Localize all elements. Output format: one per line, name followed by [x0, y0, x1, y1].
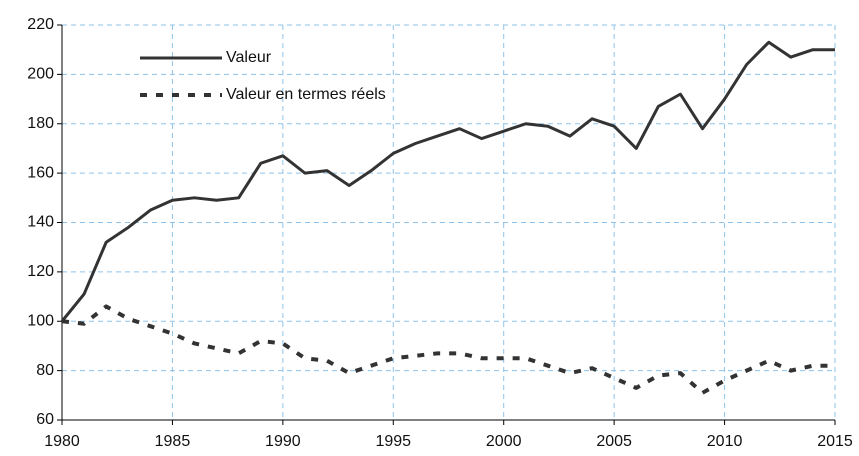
- y-tick-label: 60: [36, 411, 54, 428]
- series-line: [60, 40, 835, 323]
- legend-label: Valeur: [226, 49, 272, 66]
- y-tick-label: 200: [27, 66, 54, 83]
- x-tick-label: 1990: [265, 433, 301, 450]
- y-tick-label: 180: [27, 115, 54, 132]
- x-tick-label: 2005: [596, 433, 632, 450]
- legend-label: Valeur en termes réels: [226, 86, 386, 103]
- x-tick-label: 2015: [817, 433, 853, 450]
- y-tick-label: 160: [27, 164, 54, 181]
- series-line: [61, 304, 835, 395]
- x-tick-label: 1985: [155, 433, 191, 450]
- x-tick-label: 1995: [375, 433, 411, 450]
- x-tick-label: 2000: [486, 433, 522, 450]
- x-tick-label: 2010: [707, 433, 743, 450]
- x-tick-label: 1980: [44, 433, 80, 450]
- y-tick-label: 120: [27, 263, 54, 280]
- y-tick-label: 220: [27, 16, 54, 33]
- y-tick-label: 80: [36, 362, 54, 379]
- y-tick-label: 100: [27, 312, 54, 329]
- y-tick-label: 140: [27, 214, 54, 231]
